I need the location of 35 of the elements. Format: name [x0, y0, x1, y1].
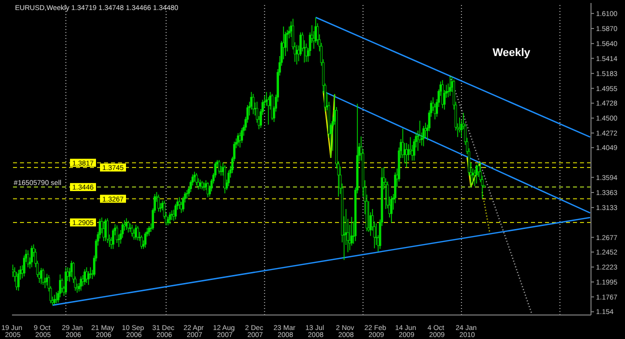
candlestick: [132, 228, 136, 240]
candlestick: [157, 194, 160, 212]
candlestick: [174, 203, 177, 220]
candlestick: [271, 94, 274, 120]
candlestick: [168, 212, 172, 224]
candlestick: [12, 264, 14, 278]
candlestick: [236, 132, 240, 147]
candlestick: [475, 164, 478, 184]
candlestick: [116, 224, 118, 244]
candlestick: [87, 270, 90, 286]
candlestick: [134, 224, 138, 240]
candlestick: [296, 44, 298, 65]
candlestick: [112, 228, 114, 250]
candlestick: [136, 226, 139, 241]
candlestick: [186, 190, 188, 199]
candlestick: [422, 126, 425, 147]
annotation: Weekly: [492, 47, 530, 59]
candlestick: [55, 292, 58, 304]
candlestick: [85, 266, 88, 284]
candlestick: [252, 94, 254, 115]
candlestick: [125, 218, 128, 230]
candlestick: [106, 218, 109, 244]
candlestick: [218, 160, 220, 174]
candlestick: [30, 245, 33, 268]
candlestick: [182, 196, 184, 212]
candlestick: [127, 220, 130, 233]
candlestick: [227, 170, 230, 187]
candlestick: [224, 164, 226, 194]
candlestick: [240, 128, 244, 144]
candlestick: [42, 268, 44, 286]
candlestick: [199, 179, 202, 190]
candlestick: [195, 172, 198, 186]
candlestick: [206, 182, 209, 198]
candlestick: [84, 268, 86, 286]
candlestick: [64, 266, 67, 296]
